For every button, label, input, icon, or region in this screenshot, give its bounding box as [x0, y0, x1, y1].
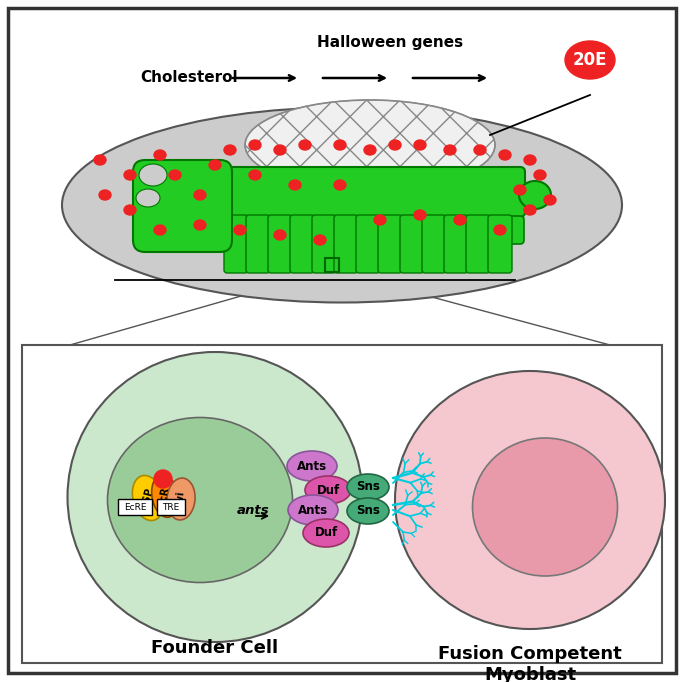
- Ellipse shape: [169, 170, 181, 180]
- Ellipse shape: [274, 145, 286, 155]
- Text: Founder Cell: Founder Cell: [151, 639, 278, 657]
- FancyBboxPatch shape: [246, 215, 270, 273]
- FancyBboxPatch shape: [118, 499, 152, 515]
- Ellipse shape: [136, 189, 160, 207]
- FancyBboxPatch shape: [205, 167, 525, 217]
- Ellipse shape: [524, 205, 536, 215]
- Ellipse shape: [474, 145, 486, 155]
- Ellipse shape: [288, 495, 338, 525]
- FancyBboxPatch shape: [157, 499, 185, 515]
- Ellipse shape: [287, 451, 337, 481]
- Ellipse shape: [245, 100, 495, 190]
- Ellipse shape: [374, 215, 386, 225]
- Ellipse shape: [524, 155, 536, 165]
- Text: Twi: Twi: [175, 490, 187, 509]
- Ellipse shape: [473, 438, 618, 576]
- Ellipse shape: [154, 150, 166, 160]
- Text: Cholesterol: Cholesterol: [140, 70, 237, 85]
- Ellipse shape: [209, 160, 221, 170]
- Text: Fusion Competent
Myoblast: Fusion Competent Myoblast: [438, 645, 622, 682]
- Ellipse shape: [499, 150, 511, 160]
- Ellipse shape: [249, 170, 261, 180]
- Bar: [325, 258, 339, 272]
- FancyBboxPatch shape: [356, 215, 380, 273]
- Text: Sns: Sns: [356, 505, 380, 518]
- Ellipse shape: [299, 140, 311, 150]
- Text: EcRE: EcRE: [124, 503, 146, 512]
- Ellipse shape: [444, 145, 456, 155]
- Ellipse shape: [68, 352, 363, 642]
- Ellipse shape: [224, 145, 236, 155]
- Text: Ants: Ants: [297, 460, 327, 473]
- Text: ants: ants: [237, 503, 269, 516]
- Ellipse shape: [289, 180, 301, 190]
- Ellipse shape: [454, 215, 466, 225]
- Ellipse shape: [62, 108, 622, 303]
- Ellipse shape: [414, 210, 426, 220]
- Ellipse shape: [364, 145, 376, 155]
- Text: TRE: TRE: [162, 503, 180, 512]
- Text: EcR: EcR: [157, 486, 170, 507]
- Ellipse shape: [534, 170, 546, 180]
- Ellipse shape: [389, 140, 401, 150]
- FancyBboxPatch shape: [312, 215, 336, 273]
- FancyBboxPatch shape: [268, 215, 292, 273]
- Text: Halloween genes: Halloween genes: [317, 35, 463, 50]
- FancyBboxPatch shape: [466, 215, 490, 273]
- Ellipse shape: [107, 417, 293, 582]
- FancyBboxPatch shape: [22, 345, 662, 663]
- Ellipse shape: [305, 476, 351, 504]
- Ellipse shape: [152, 475, 179, 517]
- Ellipse shape: [303, 519, 349, 547]
- Ellipse shape: [154, 225, 166, 235]
- Text: USP: USP: [140, 487, 155, 511]
- Ellipse shape: [314, 235, 326, 245]
- Ellipse shape: [167, 478, 195, 520]
- FancyBboxPatch shape: [8, 8, 676, 673]
- Ellipse shape: [347, 474, 389, 500]
- Ellipse shape: [94, 155, 106, 165]
- FancyBboxPatch shape: [221, 216, 524, 244]
- Ellipse shape: [99, 190, 111, 200]
- Circle shape: [154, 470, 172, 488]
- FancyBboxPatch shape: [378, 215, 402, 273]
- Text: 20E: 20E: [573, 51, 607, 69]
- Ellipse shape: [414, 140, 426, 150]
- Ellipse shape: [395, 371, 665, 629]
- Ellipse shape: [124, 205, 136, 215]
- FancyBboxPatch shape: [422, 215, 446, 273]
- Ellipse shape: [249, 140, 261, 150]
- FancyBboxPatch shape: [133, 160, 232, 252]
- Ellipse shape: [519, 181, 551, 209]
- Ellipse shape: [194, 190, 206, 200]
- Ellipse shape: [544, 195, 556, 205]
- Ellipse shape: [514, 185, 526, 195]
- Ellipse shape: [334, 140, 346, 150]
- Text: Duf: Duf: [317, 484, 340, 496]
- Ellipse shape: [194, 220, 206, 230]
- FancyBboxPatch shape: [224, 215, 248, 273]
- FancyBboxPatch shape: [334, 215, 358, 273]
- Ellipse shape: [234, 225, 246, 235]
- Text: Ants: Ants: [298, 503, 328, 516]
- Ellipse shape: [139, 164, 167, 186]
- FancyBboxPatch shape: [400, 215, 424, 273]
- Ellipse shape: [124, 170, 136, 180]
- Text: Sns: Sns: [356, 481, 380, 494]
- FancyBboxPatch shape: [488, 215, 512, 273]
- Text: Duf: Duf: [315, 527, 338, 539]
- Ellipse shape: [334, 180, 346, 190]
- FancyBboxPatch shape: [444, 215, 468, 273]
- Ellipse shape: [274, 230, 286, 240]
- FancyBboxPatch shape: [290, 215, 314, 273]
- Ellipse shape: [565, 41, 615, 79]
- Ellipse shape: [347, 498, 389, 524]
- Ellipse shape: [132, 475, 163, 520]
- Ellipse shape: [494, 225, 506, 235]
